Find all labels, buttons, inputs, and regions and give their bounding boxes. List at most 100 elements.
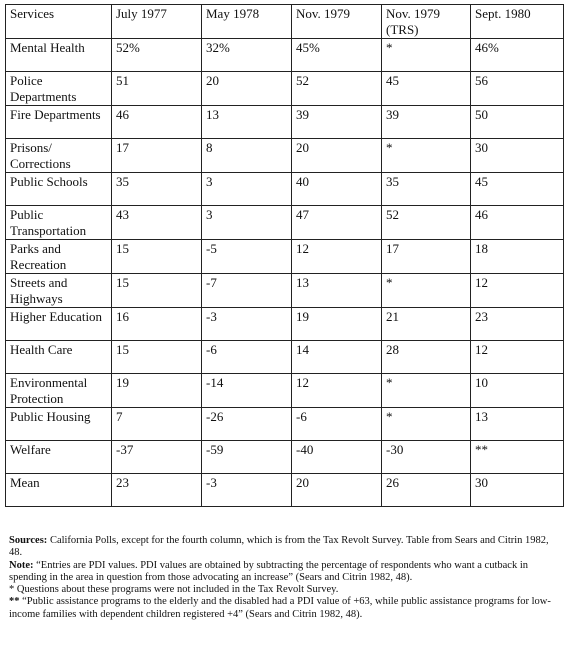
value-cell: ** [470, 440, 564, 474]
header-row: Services July 1977 May 1978 Nov. 1979 Nov. 1… [5, 4, 564, 39]
note-text: Questions about these programs were not … [16, 584, 339, 596]
note: ** “Public assistance programs to the el… [9, 596, 561, 621]
value-cell: 32% [201, 38, 292, 72]
value-cell: 35 [111, 172, 202, 206]
row-label: Higher Education [5, 307, 112, 341]
value-cell: 35 [381, 172, 471, 206]
note: * Questions about these programs were no… [9, 584, 561, 596]
value-cell: 20 [291, 138, 382, 173]
value-cell: 15 [111, 273, 202, 308]
note: Sources: California Polls, except for th… [9, 535, 561, 560]
table-row: Prisons/ Corrections 17 8 20 * 30 [5, 138, 564, 173]
table-row: Mental Health 52% 32% 45% * 46% [5, 38, 564, 72]
value-cell: * [381, 138, 471, 173]
value-cell: -14 [201, 373, 292, 408]
note-text: “Entries are PDI values. PDI values are … [9, 559, 528, 583]
value-cell: 45 [470, 172, 564, 206]
value-cell: -3 [201, 307, 292, 341]
table-body: Mental Health 52% 32% 45% * 46% Police Departm… [5, 38, 564, 507]
header-cell: May 1978 [201, 4, 292, 39]
header-cell: Sept. 1980 [470, 4, 564, 39]
table-row: Mean 23 -3 20 26 30 [5, 473, 564, 507]
value-cell: 39 [291, 105, 382, 139]
value-cell: -5 [201, 239, 292, 274]
value-cell: 30 [470, 138, 564, 173]
value-cell: 43 [111, 205, 202, 240]
row-label: Public Housing [5, 407, 112, 441]
value-cell: 26 [381, 473, 471, 507]
header-cell: July 1977 [111, 4, 202, 39]
row-label: Fire Departments [5, 105, 112, 139]
value-cell: -37 [111, 440, 202, 474]
value-cell: 10 [470, 373, 564, 408]
note-label: * [9, 584, 15, 596]
value-cell: 13 [291, 273, 382, 308]
value-cell: 47 [291, 205, 382, 240]
value-cell: 19 [291, 307, 382, 341]
value-cell: -26 [201, 407, 292, 441]
value-cell: 20 [201, 71, 292, 106]
value-cell: 17 [381, 239, 471, 274]
value-cell: 46% [470, 38, 564, 72]
header-cell: Nov. 1979 [291, 4, 382, 39]
notes: Sources: California Polls, except for th… [9, 535, 561, 621]
row-label: Public Transportation [5, 205, 112, 240]
value-cell: -6 [291, 407, 382, 441]
value-cell: 12 [291, 239, 382, 274]
note: Note: “Entries are PDI values. PDI value… [9, 560, 561, 585]
value-cell: 18 [470, 239, 564, 274]
note-text: “Public assistance programs to the elder… [9, 596, 551, 620]
value-cell: -40 [291, 440, 382, 474]
row-label: Mean [5, 473, 112, 507]
table-row: Streets and Highways 15 -7 13 * 12 [5, 273, 564, 308]
value-cell: -7 [201, 273, 292, 308]
data-table: Services July 1977 May 1978 Nov. 1979 Nov. 1… [5, 4, 564, 507]
value-cell: 7 [111, 407, 202, 441]
row-label: Prisons/ Corrections [5, 138, 112, 173]
value-cell: 16 [111, 307, 202, 341]
value-cell: 23 [470, 307, 564, 341]
value-cell: 52 [291, 71, 382, 106]
note-label: Note: [9, 559, 34, 571]
value-cell: 46 [470, 205, 564, 240]
value-cell: 23 [111, 473, 202, 507]
value-cell: 12 [470, 340, 564, 374]
row-label: Environmental Protection [5, 373, 112, 408]
value-cell: 40 [291, 172, 382, 206]
table-row: Environmental Protection 19 -14 12 * 10 [5, 373, 564, 408]
value-cell: 13 [201, 105, 292, 139]
row-label: Parks and Recreation [5, 239, 112, 274]
value-cell: 51 [111, 71, 202, 106]
value-cell: -30 [381, 440, 471, 474]
table-row: Higher Education 16 -3 19 21 23 [5, 307, 564, 341]
row-label: Public Schools [5, 172, 112, 206]
value-cell: 15 [111, 239, 202, 274]
table-row: Police Departments 51 20 52 45 56 [5, 71, 564, 106]
value-cell: * [381, 407, 471, 441]
value-cell: 13 [470, 407, 564, 441]
value-cell: 28 [381, 340, 471, 374]
value-cell: 52% [111, 38, 202, 72]
row-label: Streets and Highways [5, 273, 112, 308]
value-cell: 19 [111, 373, 202, 408]
table-row: Public Schools 35 3 40 35 45 [5, 172, 564, 206]
value-cell: 39 [381, 105, 471, 139]
value-cell: 14 [291, 340, 382, 374]
table-row: Fire Departments 46 13 39 39 50 [5, 105, 564, 139]
value-cell: 3 [201, 205, 292, 240]
value-cell: 50 [470, 105, 564, 139]
value-cell: 12 [470, 273, 564, 308]
value-cell: 20 [291, 473, 382, 507]
table-row: Public Housing 7 -26 -6 * 13 [5, 407, 564, 441]
value-cell: 12 [291, 373, 382, 408]
value-cell: 56 [470, 71, 564, 106]
value-cell: 45% [291, 38, 382, 72]
table-row: Health Care 15 -6 14 28 12 [5, 340, 564, 374]
value-cell: -6 [201, 340, 292, 374]
table-row: Welfare -37 -59 -40 -30 ** [5, 440, 564, 474]
header-cell: Nov. 1979 (TRS) [381, 4, 471, 39]
note-label: ** [9, 596, 20, 608]
value-cell: 45 [381, 71, 471, 106]
value-cell: 17 [111, 138, 202, 173]
